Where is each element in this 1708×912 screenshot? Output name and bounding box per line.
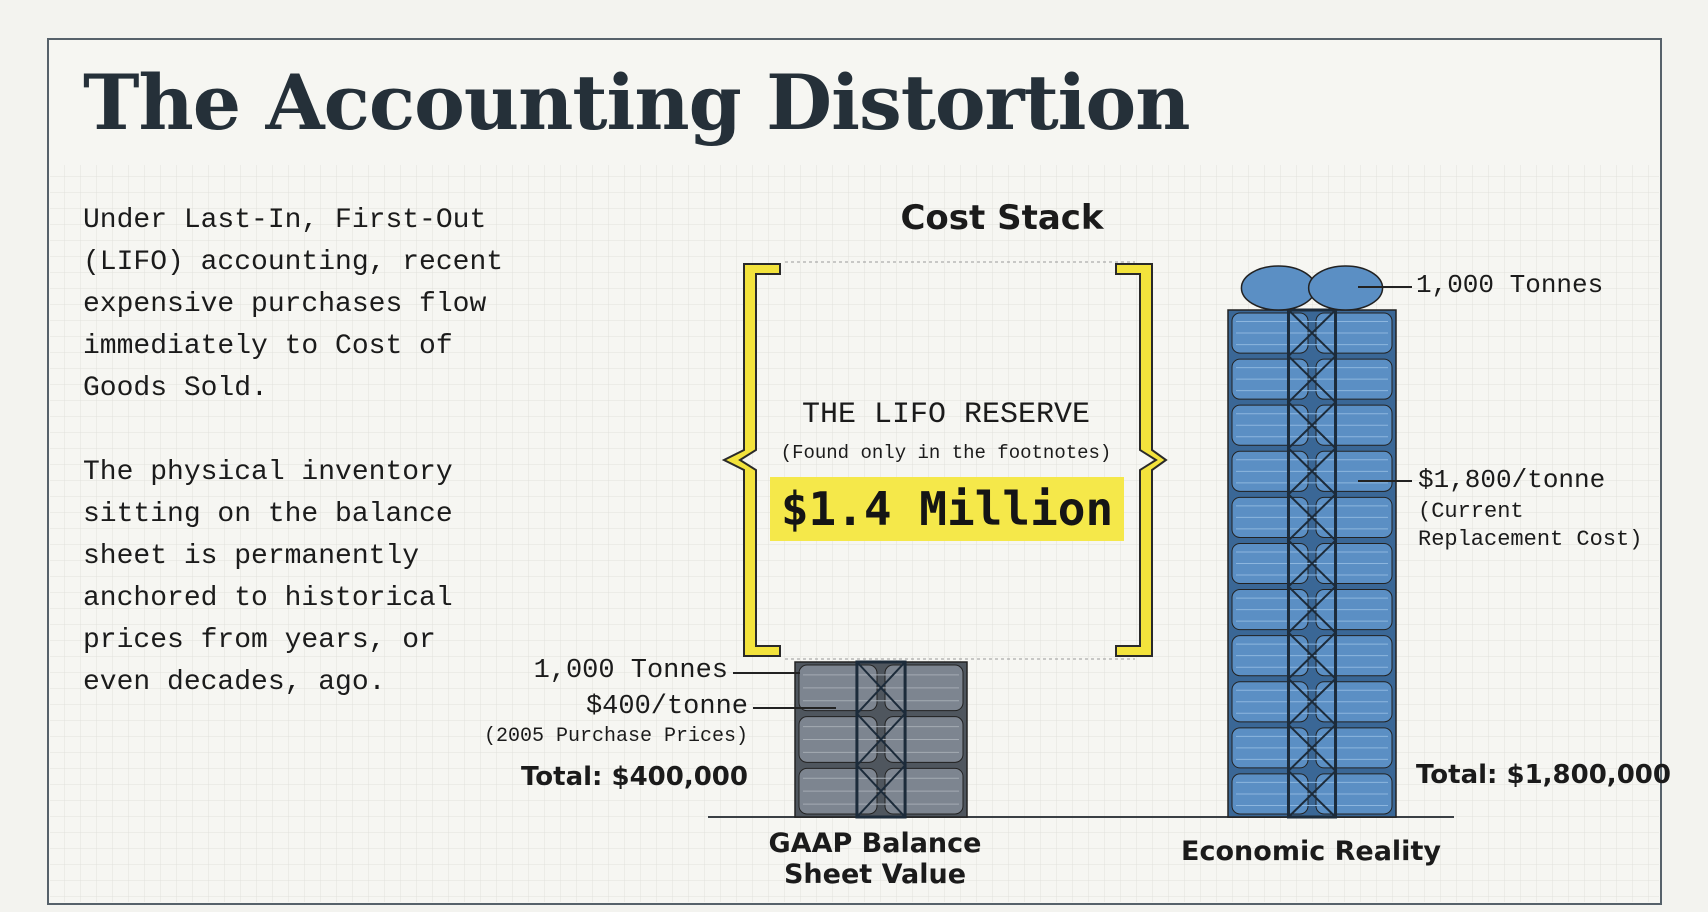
right-bracket bbox=[1115, 263, 1168, 657]
brace bbox=[1287, 678, 1337, 726]
brace bbox=[1287, 724, 1337, 772]
brace bbox=[1287, 447, 1337, 496]
frame-column bbox=[1286, 308, 1338, 819]
reserve-note: (Found only in the footnotes) bbox=[780, 442, 1112, 464]
brace bbox=[856, 661, 906, 715]
economic-quantity: 1,000 Tonnes bbox=[1416, 270, 1604, 300]
title: The Accounting Distortion bbox=[83, 58, 1191, 147]
brace bbox=[1287, 493, 1337, 542]
gaap-quantity: 1,000 Tonnes bbox=[533, 656, 728, 686]
chart-heading: Cost Stack bbox=[900, 198, 1104, 238]
brace bbox=[1287, 585, 1337, 634]
gaap-price-note: (2005 Purchase Prices) bbox=[483, 725, 748, 748]
gaap-price: $400/tonne bbox=[585, 692, 748, 722]
gaap-total: Total: $400,000 bbox=[521, 762, 748, 792]
economic-label: Economic Reality bbox=[1181, 836, 1441, 867]
reserve-amount: $1.4 Million bbox=[770, 477, 1124, 541]
brace bbox=[856, 712, 906, 767]
brace bbox=[1287, 309, 1337, 357]
left-bracket bbox=[721, 263, 781, 657]
frame-column bbox=[855, 660, 907, 819]
brace bbox=[1287, 401, 1337, 449]
top-coil bbox=[1240, 265, 1317, 311]
intro: Under Last-In, First-Out (LIFO) accounti… bbox=[83, 200, 508, 746]
economic-price-note: (Current Replacement Cost) bbox=[1418, 499, 1643, 552]
brace bbox=[1287, 539, 1337, 588]
brace bbox=[1287, 770, 1337, 818]
brace bbox=[1287, 355, 1337, 403]
reserve-label: THE LIFO RESERVE bbox=[801, 398, 1091, 432]
economic-total: Total: $1,800,000 bbox=[1416, 760, 1671, 790]
paragraph: Under Last-In, First-Out (LIFO) accounti… bbox=[83, 205, 504, 404]
brace bbox=[1287, 631, 1337, 680]
paragraph: The physical inventory sitting on the ba… bbox=[83, 457, 453, 698]
gaap-label: GAAP Balance Sheet Value bbox=[768, 828, 982, 890]
economic-price: $1,800/tonne bbox=[1418, 465, 1606, 495]
brace bbox=[856, 764, 906, 818]
